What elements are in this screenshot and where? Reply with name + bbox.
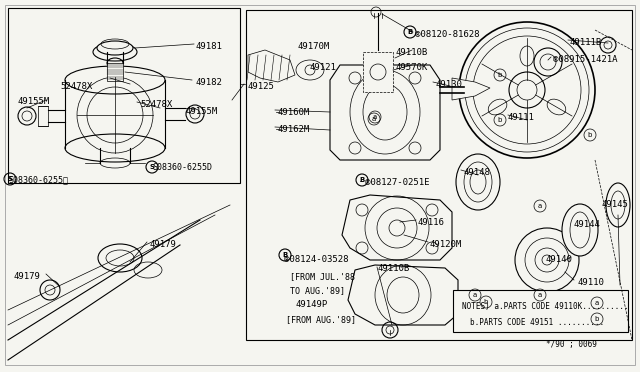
Bar: [8, 8, 240, 183]
Bar: [107, 63, 123, 81]
Ellipse shape: [93, 43, 137, 61]
Text: 49179: 49179: [150, 240, 177, 249]
Circle shape: [600, 37, 616, 53]
Text: 49570K: 49570K: [395, 63, 428, 72]
Text: b: b: [595, 316, 599, 322]
Text: 49162M: 49162M: [278, 125, 310, 134]
Text: 49110B: 49110B: [395, 48, 428, 57]
Text: a: a: [538, 292, 542, 298]
Text: 49116: 49116: [418, 218, 445, 227]
Text: S08360-6255D: S08360-6255D: [152, 163, 212, 172]
Text: 49125: 49125: [248, 82, 275, 91]
Ellipse shape: [488, 99, 507, 115]
Text: 52478X: 52478X: [140, 100, 172, 109]
Text: 49111: 49111: [508, 113, 535, 122]
Ellipse shape: [547, 99, 566, 115]
Text: a: a: [595, 300, 599, 306]
Ellipse shape: [456, 154, 500, 210]
Text: B: B: [282, 252, 287, 258]
Text: 49110: 49110: [577, 278, 604, 287]
Text: S: S: [8, 176, 13, 182]
Text: 49155M: 49155M: [18, 97, 51, 106]
Text: NOTES) a.PARTS CODE 49110K..........: NOTES) a.PARTS CODE 49110K..........: [462, 302, 628, 311]
Ellipse shape: [520, 46, 534, 66]
Text: 49111B: 49111B: [570, 38, 602, 47]
Polygon shape: [330, 65, 440, 160]
Bar: [246, 10, 632, 340]
Text: b: b: [588, 132, 592, 138]
Polygon shape: [452, 78, 490, 100]
Text: 52478X: 52478X: [60, 82, 92, 91]
Text: 49179: 49179: [14, 272, 41, 281]
Bar: [363, 52, 393, 92]
Polygon shape: [348, 265, 458, 325]
Text: B: B: [360, 177, 365, 183]
Text: a: a: [372, 116, 376, 122]
Text: 49121: 49121: [310, 63, 337, 72]
Text: 49148: 49148: [463, 168, 490, 177]
Polygon shape: [342, 195, 452, 260]
Text: ®08127-0251E: ®08127-0251E: [365, 178, 429, 187]
Text: 49110B: 49110B: [378, 264, 410, 273]
Text: S: S: [150, 164, 154, 170]
Circle shape: [515, 228, 579, 292]
Text: a: a: [373, 114, 377, 120]
Text: 49140: 49140: [546, 255, 573, 264]
Text: TO AUG.'89]: TO AUG.'89]: [290, 286, 345, 295]
Bar: [38, 106, 48, 126]
Circle shape: [459, 22, 595, 158]
Text: 49170M: 49170M: [298, 42, 330, 51]
Circle shape: [534, 48, 562, 76]
Text: */90 ; 0069: */90 ; 0069: [546, 340, 597, 349]
Text: a: a: [538, 203, 542, 209]
Text: ®08120-81628: ®08120-81628: [415, 30, 479, 39]
Text: b.PARTS CODE 49151 ..........: b.PARTS CODE 49151 ..........: [470, 318, 604, 327]
Text: b: b: [484, 299, 488, 305]
Text: 49145: 49145: [602, 200, 629, 209]
Text: a: a: [473, 292, 477, 298]
Text: 49181: 49181: [196, 42, 223, 51]
Text: 49120M: 49120M: [430, 240, 462, 249]
Text: B: B: [408, 29, 413, 35]
Bar: [453, 290, 628, 332]
Text: 49149P: 49149P: [295, 300, 327, 309]
Text: S08360-6255Ⅱ: S08360-6255Ⅱ: [8, 175, 68, 184]
Text: [FROM AUG.'89]: [FROM AUG.'89]: [286, 315, 356, 324]
Text: b: b: [498, 117, 502, 123]
Text: 49144: 49144: [573, 220, 600, 229]
Text: 49182: 49182: [196, 78, 223, 87]
Text: b: b: [498, 72, 502, 78]
Text: ®08124-03528: ®08124-03528: [284, 255, 349, 264]
Text: ®08915-1421A: ®08915-1421A: [553, 55, 618, 64]
Polygon shape: [248, 50, 295, 82]
Ellipse shape: [562, 204, 598, 256]
Text: [FROM JUL.'88: [FROM JUL.'88: [290, 272, 355, 281]
Ellipse shape: [97, 41, 133, 55]
Text: 49155M: 49155M: [186, 107, 218, 116]
Text: 49130: 49130: [435, 80, 462, 89]
Ellipse shape: [606, 183, 630, 227]
Text: 49160M: 49160M: [278, 108, 310, 117]
